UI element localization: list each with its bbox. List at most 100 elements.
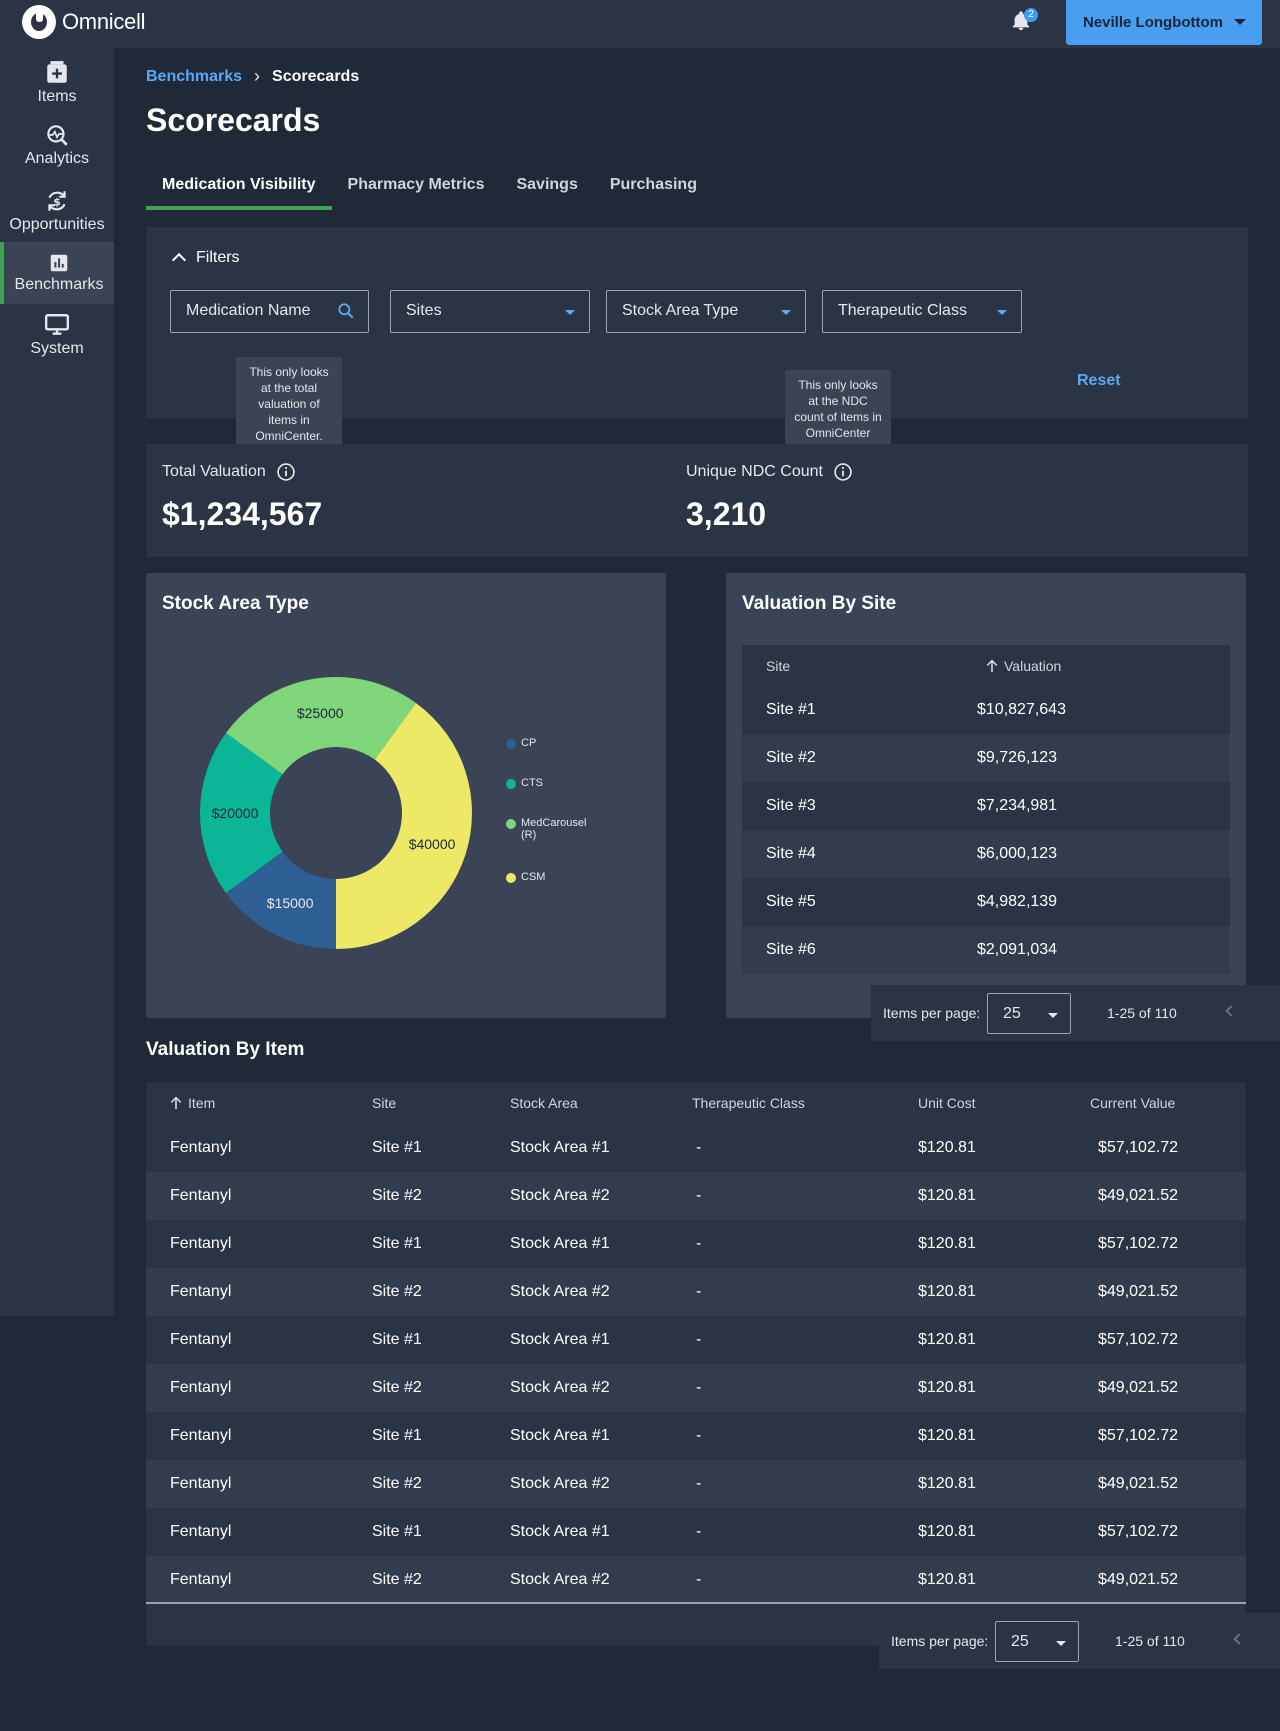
table-row: Site #3 $7,234,981	[742, 782, 1230, 830]
legend-item[interactable]: CSM	[506, 871, 626, 883]
current-value-cell: $57,102.72	[1098, 1139, 1179, 1156]
sites-select[interactable]: Sites	[390, 290, 590, 333]
table-row: Site #2 $9,726,123	[742, 734, 1230, 782]
donut-slice[interactable]	[336, 702, 472, 949]
filters-toggle[interactable]: Filters	[171, 249, 240, 268]
item-cell: Fentanyl	[170, 1523, 232, 1540]
stock-area-cell: Stock Area #1	[510, 1523, 610, 1540]
omnicell-logo[interactable]: Omnicell	[22, 5, 145, 39]
site-valuation-cell: $7,234,981	[977, 797, 1058, 814]
monitor-icon	[44, 314, 70, 335]
site-cell: Site #2	[372, 1187, 422, 1204]
sidebar-item-system[interactable]: System	[0, 312, 114, 358]
site-cell: Site #1	[372, 1235, 422, 1252]
legend-swatch	[506, 779, 516, 789]
sidebar-item-label: System	[30, 340, 84, 357]
legend-item[interactable]: MedCarousel (R)	[506, 817, 626, 841]
user-menu-button[interactable]: Neville Longbottom	[1066, 0, 1262, 45]
analytics-icon	[47, 125, 68, 146]
site-valuation-cell: $10,827,643	[977, 701, 1066, 718]
previous-page-icon[interactable]	[1225, 1005, 1237, 1017]
current-value-cell: $49,021.52	[1098, 1283, 1179, 1300]
info-icon[interactable]	[833, 462, 853, 482]
site-cell: Site #2	[372, 1283, 422, 1300]
column-header-site[interactable]: Site	[372, 1095, 397, 1111]
stock-area-type-card: Stock Area Type $15000 $20000 $25000 $40000…	[146, 573, 666, 1018]
sites-select-label: Sites	[406, 302, 442, 319]
tab-medication-visibility[interactable]: Medication Visibility	[146, 166, 332, 210]
item-cell: Fentanyl	[170, 1331, 232, 1348]
item-cell: Fentanyl	[170, 1379, 232, 1396]
therapeutic-class-label: Therapeutic Class	[838, 302, 967, 319]
stock-area-cell: Stock Area #1	[510, 1331, 610, 1348]
sidebar-item-label: Opportunities	[9, 216, 105, 233]
stock-area-type-select[interactable]: Stock Area Type	[606, 290, 806, 333]
stock-area-type-title: Stock Area Type	[162, 593, 309, 614]
column-header-current-value[interactable]: Current Value	[1090, 1095, 1176, 1111]
column-header-item-label: Item	[188, 1095, 216, 1111]
therapeutic-class-cell: -	[696, 1523, 702, 1540]
reset-button[interactable]: Reset	[1077, 372, 1121, 389]
column-header-item[interactable]: Item	[168, 1095, 215, 1111]
current-value-cell: $57,102.72	[1098, 1427, 1179, 1444]
omnicell-logo-icon	[22, 5, 56, 39]
site-name-cell: Site #4	[766, 845, 816, 862]
site-valuation-cell: $2,091,034	[977, 941, 1058, 958]
sidebar-item-analytics[interactable]: Analytics	[0, 122, 114, 168]
unit-cost-cell: $120.81	[918, 1427, 976, 1444]
info-icon[interactable]	[276, 462, 296, 482]
column-header-unit-cost[interactable]: Unit Cost	[918, 1095, 976, 1111]
caret-down-icon	[565, 310, 575, 315]
opportunities-icon: $	[48, 191, 66, 211]
sidebar-item-benchmarks[interactable]: Benchmarks	[0, 242, 114, 304]
items-per-page-value: 25	[1003, 1005, 1021, 1022]
donut-slice[interactable]	[225, 677, 416, 775]
previous-page-icon[interactable]	[1233, 1633, 1245, 1645]
therapeutic-class-select[interactable]: Therapeutic Class	[822, 290, 1022, 333]
unit-cost-cell: $120.81	[918, 1571, 976, 1588]
items-per-page-label: Items per page:	[891, 1633, 989, 1649]
column-header-therapeutic-class[interactable]: Therapeutic Class	[692, 1095, 805, 1111]
donut-slice[interactable]	[200, 733, 283, 893]
donut-slice[interactable]	[225, 851, 336, 949]
site-name-cell: Site #6	[766, 941, 816, 958]
total-valuation-label-text: Total Valuation	[162, 463, 266, 480]
stock-area-cell: Stock Area #2	[510, 1187, 610, 1204]
unit-cost-cell: $120.81	[918, 1283, 976, 1300]
page-range: 1-25 of 110	[1107, 1005, 1177, 1021]
site-valuation-cell: $4,982,139	[977, 893, 1058, 910]
chevron-up-icon	[171, 252, 187, 268]
current-value-cell: $49,021.52	[1098, 1571, 1179, 1588]
site-valuation-cell: $9,726,123	[977, 749, 1058, 766]
tab-purchasing[interactable]: Purchasing	[609, 176, 697, 193]
column-header-stock-area[interactable]: Stock Area	[510, 1095, 578, 1111]
unit-cost-cell: $120.81	[918, 1523, 976, 1540]
stock-area-donut-chart: $15000 $20000 $25000 $40000	[200, 677, 472, 949]
item-cell: Fentanyl	[170, 1139, 232, 1156]
tab-savings[interactable]: Savings	[516, 176, 578, 193]
stock-area-cell: Stock Area #1	[510, 1235, 610, 1252]
column-header-valuation[interactable]: Valuation	[984, 658, 1061, 674]
stock-area-cell: Stock Area #2	[510, 1571, 610, 1588]
page-range: 1-25 of 110	[1115, 1633, 1185, 1649]
table-row: Site #4 $6,000,123	[742, 830, 1230, 878]
tab-bar: Medication Visibility Pharmacy Metrics S…	[146, 166, 713, 210]
notifications-button[interactable]: 2	[1010, 8, 1038, 36]
column-header-site[interactable]: Site	[766, 657, 791, 674]
item-cell: Fentanyl	[170, 1475, 232, 1492]
legend-item[interactable]: CP	[506, 737, 626, 749]
tab-pharmacy-metrics[interactable]: Pharmacy Metrics	[347, 176, 485, 193]
legend-label: CTS	[521, 777, 543, 789]
items-per-page-select[interactable]: 25	[995, 1621, 1079, 1662]
site-cell: Site #1	[372, 1523, 422, 1540]
items-per-page-select[interactable]: 25	[987, 993, 1071, 1034]
sidebar-item-opportunities[interactable]: $ Opportunities	[0, 188, 114, 234]
caret-down-icon	[1056, 1641, 1066, 1646]
therapeutic-class-cell: -	[696, 1475, 702, 1492]
site-name-cell: Site #1	[766, 701, 816, 718]
valuation-by-site-title: Valuation By Site	[742, 593, 897, 614]
sidebar-item-items[interactable]: Items	[0, 60, 114, 106]
legend-item[interactable]: CTS	[506, 777, 626, 789]
medication-name-search[interactable]: Medication Name	[170, 290, 369, 333]
breadcrumb-link-benchmarks[interactable]: Benchmarks	[146, 67, 243, 85]
